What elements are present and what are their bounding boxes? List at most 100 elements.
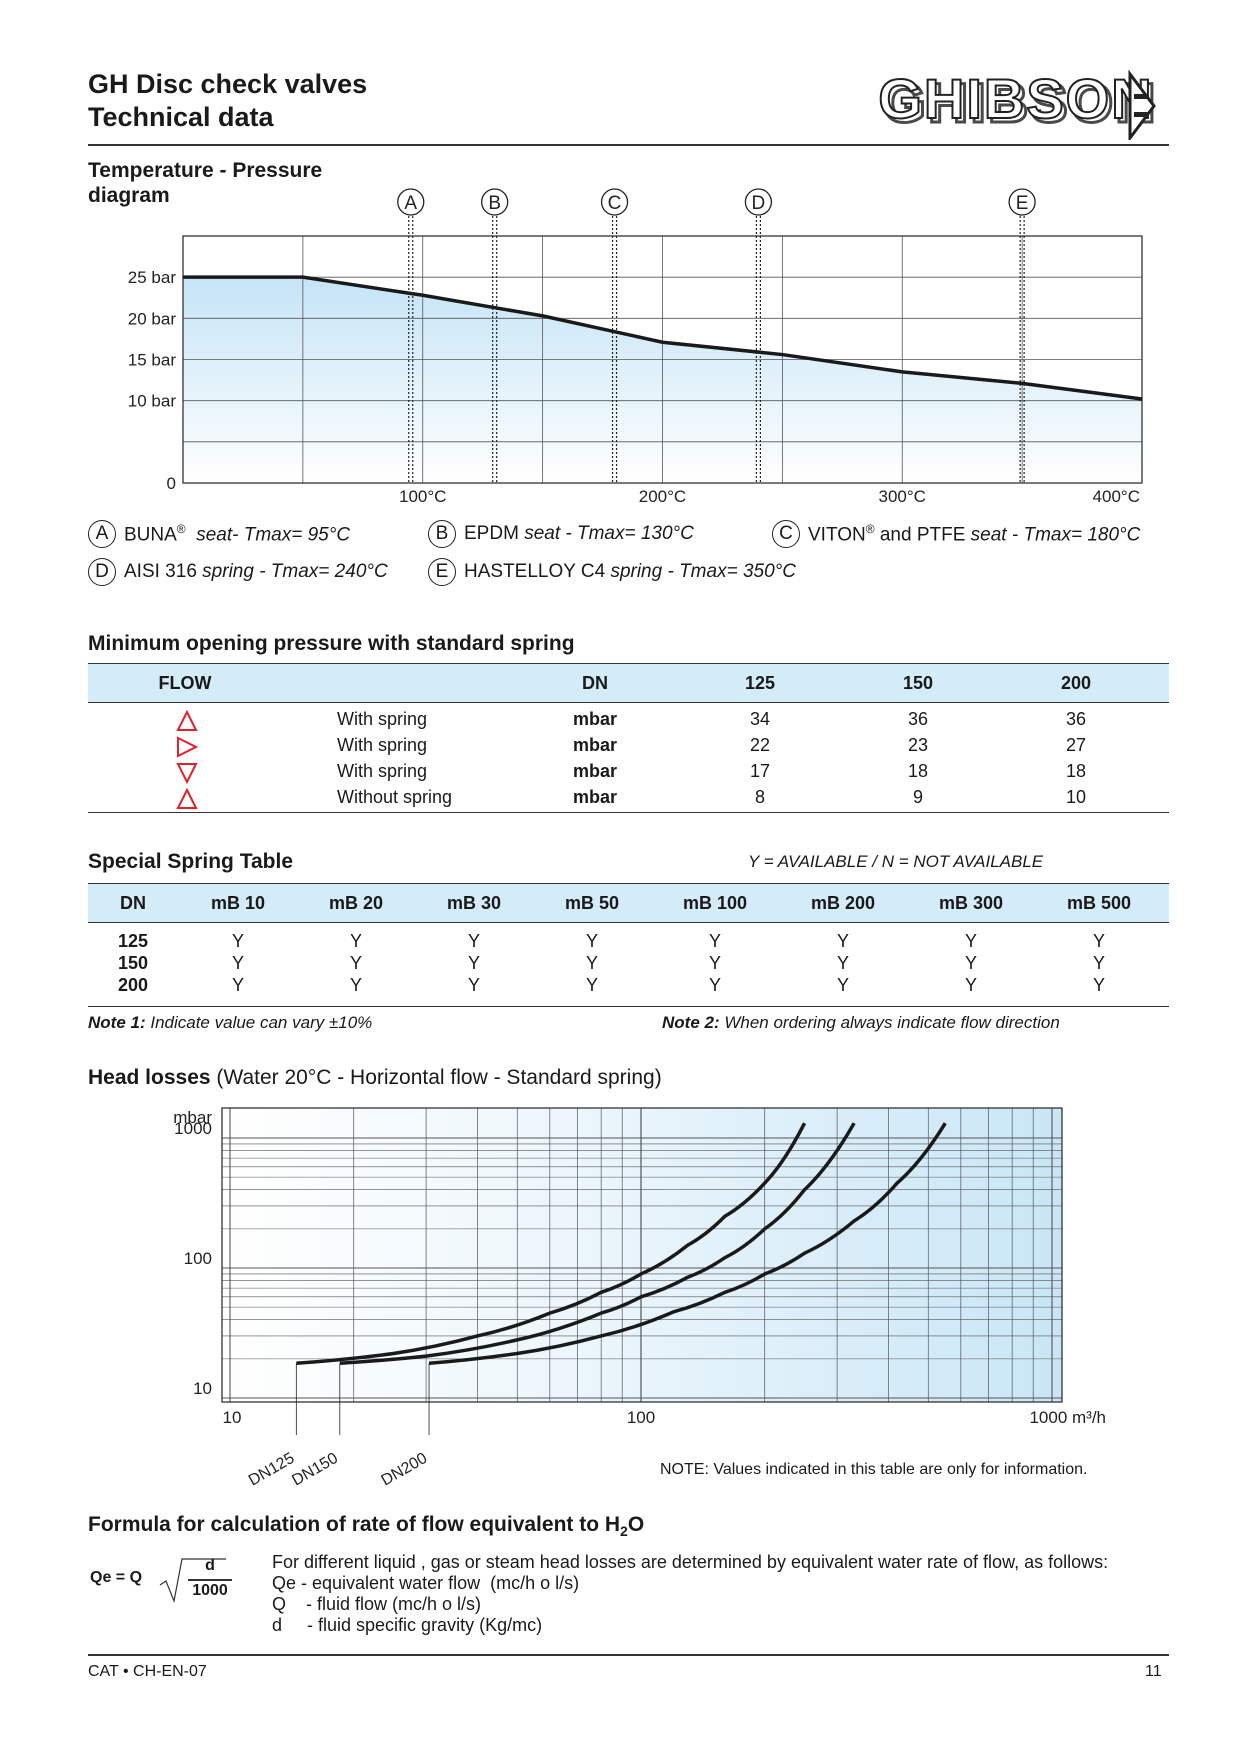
hl-x-label: 1000 m³/h xyxy=(1029,1408,1106,1427)
formula-heading-sub: 2 xyxy=(620,1523,628,1540)
tp-y-label: 25 bar xyxy=(128,268,177,287)
formula-heading-text: Formula for calculation of rate of flow … xyxy=(88,1513,621,1536)
head-losses-rest: (Water 20°C - Horizontal flow - Standard… xyxy=(210,1066,662,1089)
legend-e-desc: spring - Tmax= 350°C xyxy=(610,561,796,582)
flow-row-unit: mbar xyxy=(572,735,617,755)
note-1-label: Note 1: xyxy=(88,1013,146,1032)
temp-heading-line1: Temperature - Pressure xyxy=(88,159,323,182)
flow-row-label: With spring xyxy=(337,761,428,781)
legend-a-sup: ® xyxy=(176,521,186,536)
spring-col-header: mB 10 xyxy=(210,893,266,913)
hl-y-label: 100 xyxy=(184,1249,212,1268)
spring-col-header: mB 300 xyxy=(938,893,1004,913)
formula-line-4: d - fluid specific gravity (Kg/mc) xyxy=(272,1615,543,1635)
special-spring-heading: Special Spring Table xyxy=(88,850,293,873)
ghibson-logo: GHIBSON GHIBSON xyxy=(848,64,1168,143)
col-150: 150 xyxy=(902,673,934,693)
tp-marker-label: E xyxy=(1016,193,1029,214)
tp-y-label: 10 bar xyxy=(128,392,177,411)
flow-row-value: 36 xyxy=(907,709,929,729)
legend-c-circle: C xyxy=(772,520,800,548)
legend-c: C VITON® and PTFE seat - Tmax= 180°C xyxy=(772,520,1140,548)
tp-marker-label: B xyxy=(488,193,501,214)
formula-heading-end: O xyxy=(627,1513,645,1536)
tp-marker-label: C xyxy=(608,193,622,214)
spring-col-header: DN xyxy=(120,893,146,913)
tp-marker-label: A xyxy=(404,193,417,214)
footer-catalog: CAT • CH-EN-07 xyxy=(88,1663,207,1680)
head-losses-note: NOTE: Values indicated in this table are… xyxy=(660,1461,1088,1478)
legend-a: A BUNA® seat- Tmax= 95°C xyxy=(88,520,350,548)
temp-pressure-chart: A B C D E 25 bar 20 bar 15 bar 10 bar 0 100°C 200… xyxy=(128,188,1143,506)
note-1-text: Indicate value can vary ±10% xyxy=(145,1013,373,1032)
spring-cell: Y xyxy=(349,931,362,951)
flow-row-label: Without spring xyxy=(337,787,453,807)
spring-bottom-rule xyxy=(88,1006,1169,1007)
legend-e-circle: E xyxy=(428,558,456,586)
flow-row-value: 23 xyxy=(907,735,929,755)
flow-row-value: 9 xyxy=(912,787,923,807)
formula-heading: Formula for calculation of rate of flow … xyxy=(88,1513,644,1539)
flow-row-unit: mbar xyxy=(572,761,617,781)
spring-cell: Y xyxy=(708,975,721,995)
tp-markers: A B C D E xyxy=(397,188,1036,483)
tp-x-label: 100°C xyxy=(399,487,446,506)
spring-cell: Y xyxy=(585,931,598,951)
flow-row-label: With spring xyxy=(337,735,428,755)
footer-page-number: 11 xyxy=(1145,1663,1162,1680)
legend-b-name: EPDM xyxy=(464,523,519,544)
tp-marker-circle xyxy=(744,188,773,216)
tp-plot-area xyxy=(182,235,1143,484)
flow-up-arrow-icon xyxy=(176,787,198,810)
spring-row-dn: 125 xyxy=(117,931,149,951)
hl-y-label: 10 xyxy=(193,1379,212,1398)
head-losses-heading: Head losses (Water 20°C - Horizontal flo… xyxy=(88,1066,662,1090)
tp-y-label: 15 bar xyxy=(128,351,177,370)
tp-marker-circle xyxy=(1008,188,1036,216)
note-1: Note 1: Indicate value can vary ±10% xyxy=(88,1013,372,1033)
spring-cell: Y xyxy=(349,975,362,995)
spring-cell: Y xyxy=(1092,975,1105,995)
min-opening-heading: Minimum opening pressure with standard s… xyxy=(88,632,575,655)
spring-col-header: mB 50 xyxy=(564,893,620,913)
logo-text: GHIBSON xyxy=(878,67,1153,130)
spring-cell: Y xyxy=(836,931,849,951)
hl-curve-dn125 xyxy=(296,1122,807,1366)
formula-explanation: For different liquid , gas or steam head… xyxy=(272,1552,1108,1636)
hl-curve-dn150 xyxy=(339,1122,856,1366)
spring-cell: Y xyxy=(231,953,244,973)
flow-row-value: 10 xyxy=(1065,787,1087,807)
spring-cell: Y xyxy=(964,953,977,973)
min-opening-bottom-rule xyxy=(88,812,1169,813)
spring-cell: Y xyxy=(964,975,977,995)
spring-cell: Y xyxy=(836,975,849,995)
spring-cell: Y xyxy=(467,975,480,995)
formula-expression: Qe = Q d 1000 xyxy=(88,1555,268,1615)
spring-cell: Y xyxy=(585,975,598,995)
spring-header-band xyxy=(88,883,1169,923)
fraction-bar xyxy=(188,1579,232,1581)
flow-row-value: 34 xyxy=(749,709,771,729)
spring-cell: Y xyxy=(708,931,721,951)
tp-marker-circle xyxy=(600,188,629,216)
tp-marker-circle xyxy=(481,188,509,216)
tp-pressure-line xyxy=(183,275,1143,401)
flow-row-label: With spring xyxy=(337,709,428,729)
title-line-1: GH Disc check valves xyxy=(88,69,368,99)
legend-d-circle: D xyxy=(88,558,116,586)
spring-cell: Y xyxy=(1092,931,1105,951)
spring-cell: Y xyxy=(585,953,598,973)
min-opening-header-band xyxy=(88,663,1169,703)
flow-row-value: 18 xyxy=(1065,761,1087,781)
hl-plot-area xyxy=(221,1107,1063,1403)
legend-c-name: VITON xyxy=(808,524,866,546)
legend-b-circle: B xyxy=(428,520,456,548)
hl-frame xyxy=(221,1107,1063,1403)
spring-row-dn: 150 xyxy=(117,953,149,973)
spring-col-header: mB 100 xyxy=(682,893,748,913)
flow-row-value: 17 xyxy=(749,761,771,781)
spring-cell: Y xyxy=(467,953,480,973)
note-2-label: Note 2: xyxy=(662,1013,720,1032)
title-line-2: Technical data xyxy=(88,102,274,132)
